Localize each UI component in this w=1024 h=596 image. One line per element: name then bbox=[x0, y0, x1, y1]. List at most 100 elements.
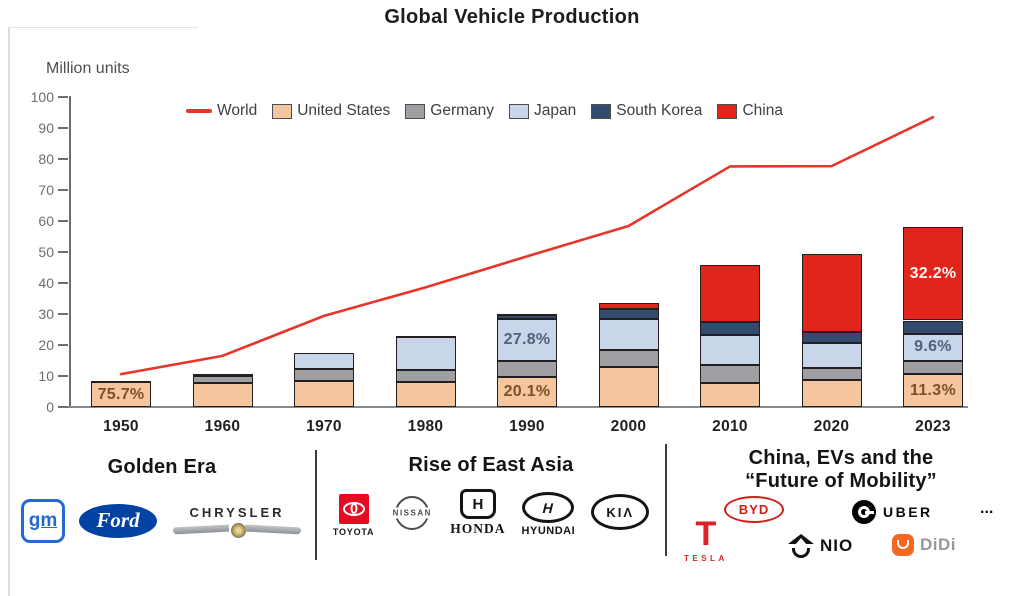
legend-item-china: China bbox=[717, 102, 783, 120]
gm-logo: gm bbox=[21, 499, 65, 543]
bar-segment-united-states-1980 bbox=[395, 382, 456, 407]
byd-logo: BYD bbox=[724, 496, 784, 523]
bar-segment-united-states-1990: 20.1% bbox=[497, 376, 557, 407]
x-tick-label: 1960 bbox=[204, 418, 241, 435]
kia-wordmark: KIΛ bbox=[606, 504, 634, 520]
share-label: 20.1% bbox=[503, 382, 551, 400]
x-tick-label: 2000 bbox=[610, 418, 647, 435]
share-label: 75.7% bbox=[97, 385, 145, 403]
hyundai-wordmark: HYUNDAI bbox=[521, 525, 576, 537]
era-china-evs-future-of-mobility: China, EVs and the “Future of Mobility” … bbox=[666, 440, 1016, 596]
legend-label: Japan bbox=[534, 102, 577, 119]
bar-segment-japan-2023: 9.6% bbox=[903, 333, 963, 362]
bar-segment-germany-2000 bbox=[598, 350, 659, 368]
didi-wordmark: DiDi bbox=[920, 535, 956, 554]
era-title: Rise of East Asia bbox=[408, 454, 574, 476]
y-tick-mark bbox=[58, 251, 68, 253]
legend-item-world: World bbox=[186, 102, 257, 120]
legend-label: United States bbox=[297, 102, 391, 119]
bar-segment-south-korea-2023 bbox=[903, 320, 963, 334]
y-axis-line bbox=[69, 96, 71, 408]
y-tick-label: 50 bbox=[38, 244, 54, 260]
page-border-left bbox=[8, 28, 10, 596]
bar-segment-united-states-1950: 75.7% bbox=[91, 382, 151, 407]
toyota-wordmark: TOYOTA bbox=[332, 527, 375, 537]
chart-title: Global Vehicle Production bbox=[384, 6, 640, 28]
x-tick-label: 1980 bbox=[407, 418, 444, 435]
bar-segment-south-korea-2020 bbox=[801, 332, 862, 344]
tesla-logo: T TESLA bbox=[684, 517, 728, 563]
y-tick-label: 30 bbox=[38, 306, 54, 322]
era-title: Golden Era bbox=[107, 456, 217, 478]
bar-segment-germany-2020 bbox=[801, 368, 862, 380]
y-tick-mark bbox=[58, 375, 68, 377]
toyota-emblem-icon bbox=[338, 494, 369, 524]
more-brands-ellipsis: ... bbox=[980, 500, 994, 517]
bar-segment-south-korea-1980 bbox=[395, 335, 456, 338]
bar-segment-united-states-1960 bbox=[192, 382, 253, 407]
legend-label: South Korea bbox=[616, 102, 703, 119]
legend-swatch bbox=[405, 103, 426, 119]
uber-icon bbox=[852, 500, 876, 524]
bar-segment-south-korea-1990 bbox=[497, 315, 557, 320]
x-tick-label: 2023 bbox=[915, 418, 951, 435]
bar-segment-japan-2010 bbox=[700, 335, 760, 365]
y-tick-mark bbox=[58, 96, 68, 98]
x-tick-label: 2010 bbox=[712, 418, 748, 435]
era-logos: TOYOTA NISSAN H HONDA H HYUNDAI KIΛ bbox=[316, 489, 666, 537]
era-logos: gm Ford CHRYSLER bbox=[8, 499, 316, 543]
legend-swatch bbox=[717, 103, 738, 119]
honda-logo: H HONDA bbox=[450, 489, 505, 537]
y-tick-mark bbox=[58, 313, 68, 315]
didi-logo: DiDi bbox=[892, 534, 956, 556]
bar-segment-south-korea-2010 bbox=[700, 321, 760, 336]
era-title-line-2: “Future of Mobility” bbox=[745, 470, 937, 492]
bar-segment-united-states-2010 bbox=[700, 383, 760, 407]
chrysler-logo: CHRYSLER bbox=[171, 505, 303, 538]
legend-swatch bbox=[591, 103, 612, 119]
ford-logo: Ford bbox=[79, 504, 157, 538]
bar-segment-south-korea-2000 bbox=[598, 309, 659, 319]
page-border-top bbox=[8, 27, 198, 28]
legend-item-united-states: United States bbox=[272, 102, 390, 120]
y-tick-label: 90 bbox=[38, 120, 54, 136]
bar-segment-china-1990 bbox=[497, 313, 557, 316]
bar-segment-germany-1960 bbox=[192, 376, 253, 383]
hyundai-logo: H HYUNDAI bbox=[522, 492, 576, 537]
y-tick-label: 20 bbox=[38, 337, 54, 353]
share-label: 32.2% bbox=[909, 264, 957, 282]
bar-segment-japan-1960 bbox=[192, 374, 253, 377]
y-tick-label: 0 bbox=[46, 399, 54, 415]
bar-segment-china-2000 bbox=[598, 302, 659, 310]
era-rise-of-east-asia: Rise of East Asia TOYOTA NISSAN H HONDA … bbox=[316, 440, 666, 596]
legend-label: World bbox=[217, 102, 258, 119]
y-axis-title: Million units bbox=[46, 60, 130, 77]
y-tick-mark bbox=[58, 344, 68, 346]
bar-segment-germany-2010 bbox=[700, 364, 760, 384]
share-label: 27.8% bbox=[503, 331, 551, 349]
y-tick-label: 70 bbox=[38, 182, 54, 198]
uber-wordmark: UBER bbox=[883, 504, 933, 520]
share-label: 11.3% bbox=[910, 381, 956, 399]
nio-icon bbox=[788, 534, 814, 558]
y-tick-label: 10 bbox=[38, 368, 54, 384]
bar-segment-united-states-1970 bbox=[294, 381, 354, 407]
era-title-line-1: China, EVs and the bbox=[748, 447, 934, 469]
x-tick-label: 1950 bbox=[103, 418, 139, 435]
x-axis-line bbox=[58, 406, 968, 408]
legend-item-germany: Germany bbox=[405, 102, 494, 120]
honda-h-icon: H bbox=[459, 489, 496, 519]
chrysler-wordmark: CHRYSLER bbox=[189, 504, 285, 520]
y-tick-label: 40 bbox=[38, 275, 54, 291]
bar-segment-china-2020 bbox=[801, 254, 862, 333]
bar-segment-germany-1980 bbox=[395, 370, 456, 383]
y-tick-mark bbox=[58, 282, 68, 284]
nissan-logo: NISSAN bbox=[390, 494, 435, 532]
y-tick-mark bbox=[58, 127, 68, 129]
kia-logo: KIΛ bbox=[591, 494, 650, 530]
share-label: 9.6% bbox=[914, 338, 952, 356]
y-tick-mark bbox=[58, 220, 68, 222]
x-tick-label: 1970 bbox=[306, 418, 342, 435]
x-tick-label: 1990 bbox=[509, 418, 545, 435]
gm-wordmark: gm bbox=[28, 510, 58, 531]
